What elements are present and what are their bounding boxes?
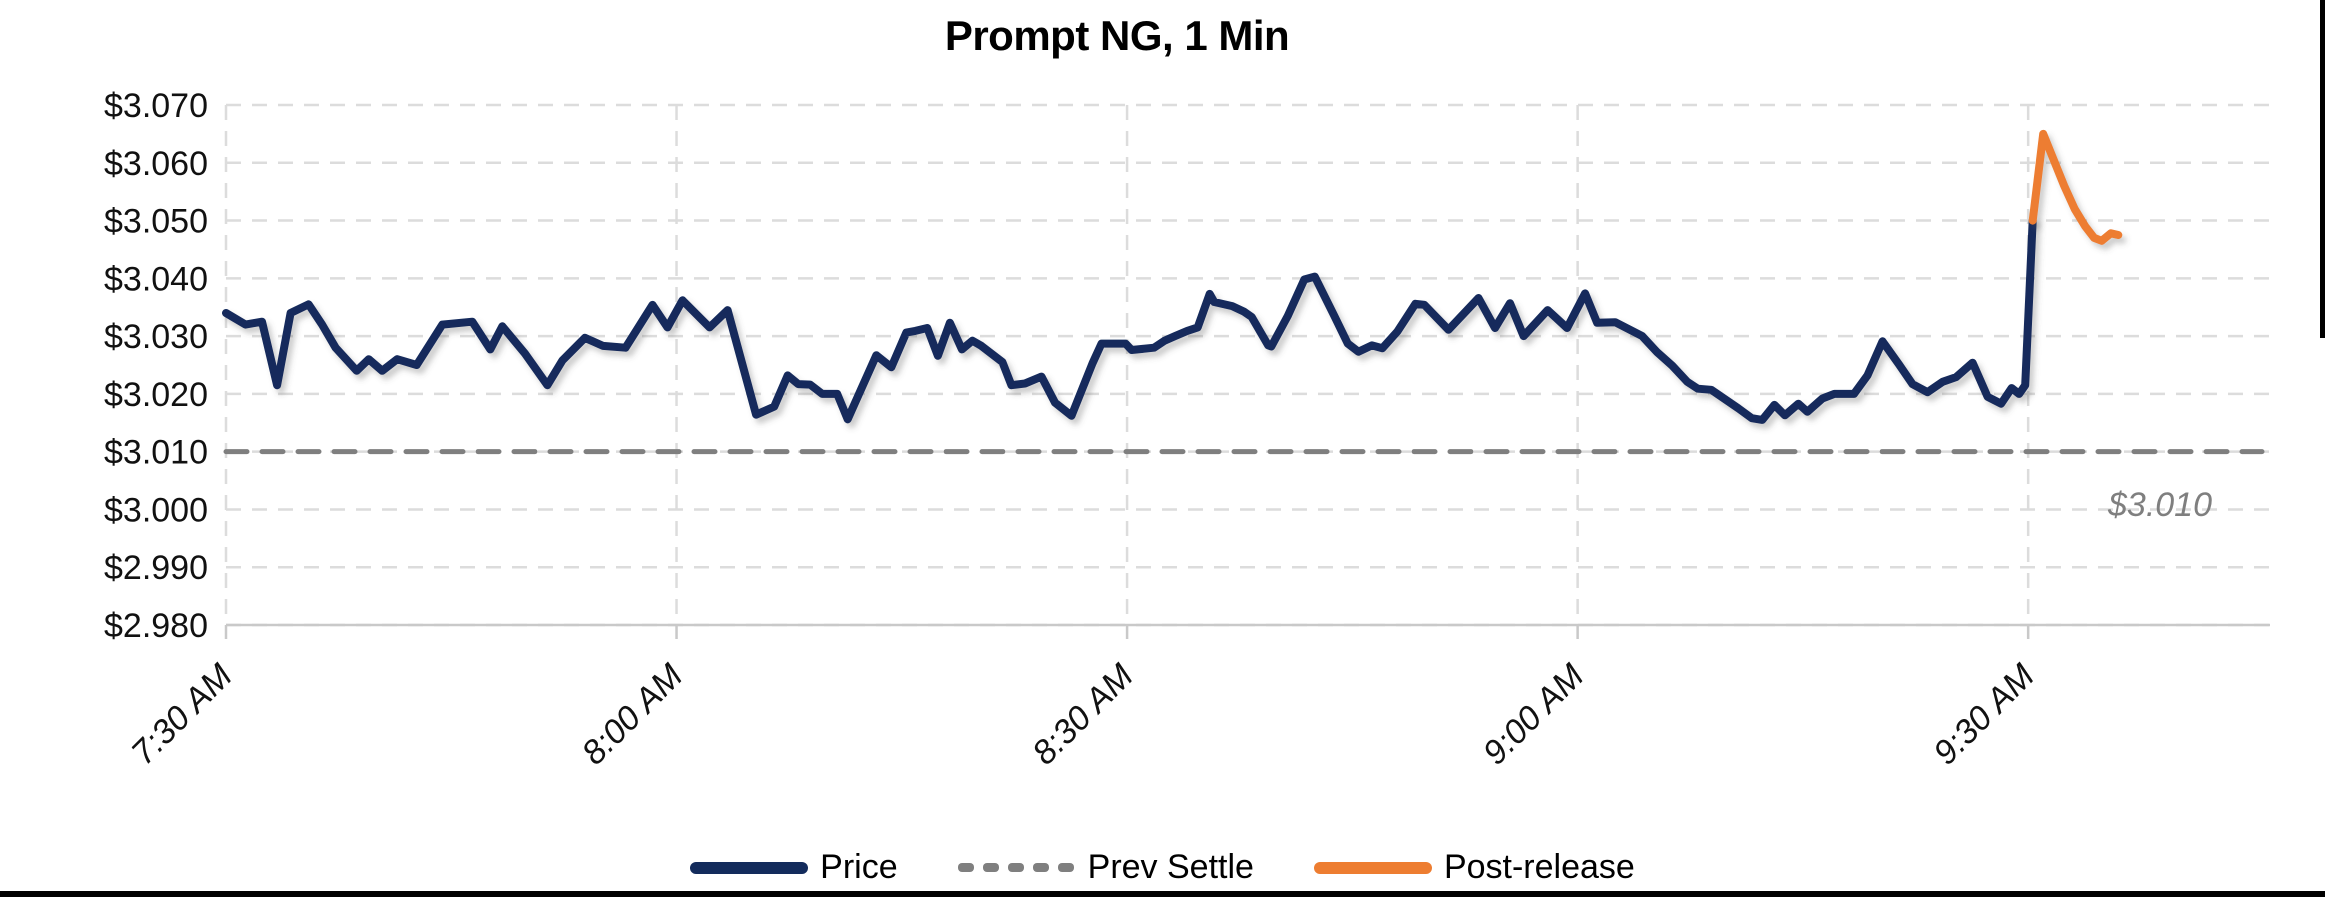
prev-settle-dashes-swatch-icon (957, 863, 1076, 872)
legend: Price Prev Settle Post-release (0, 848, 2325, 887)
prev-settle-annotation: $3.010 (2108, 486, 2212, 524)
post-release-line (2028, 129, 2123, 245)
price-line (222, 216, 2037, 424)
legend-item-prev-settle: Prev Settle (957, 848, 1254, 887)
y-axis-label: $3.040 (104, 260, 208, 298)
x-axis-label: 7:30 AM (124, 656, 240, 772)
legend-label-price: Price (820, 848, 898, 886)
x-axis-label: 8:30 AM (1025, 656, 1141, 772)
y-axis-label: $3.030 (104, 318, 208, 356)
x-axis (224, 623, 2270, 639)
y-axis-label: $3.000 (104, 491, 208, 529)
y-axis-label: $3.050 (104, 203, 208, 241)
legend-item-price: Price (690, 848, 898, 887)
window-right-border (2320, 0, 2325, 338)
x-axis-label: 9:00 AM (1476, 656, 1592, 772)
y-axis-labels: $3.070 $3.060 $3.050 $3.040 $3.030 $3.020 $3.0… (104, 87, 208, 645)
post-release-line-swatch-icon (1313, 861, 1432, 874)
vertical-gridlines (224, 105, 2030, 625)
y-axis-label: $3.070 (104, 87, 208, 125)
x-axis-label: 8:00 AM (575, 656, 691, 772)
price-line-swatch-icon (690, 861, 809, 874)
legend-label-post-release: Post-release (1443, 848, 1635, 886)
y-axis-label: $3.010 (104, 434, 208, 472)
series-lines (222, 129, 2265, 455)
legend-item-post-release: Post-release (1313, 848, 1635, 887)
x-axis-labels: 7:30 AM 8:00 AM 8:30 AM 9:00 AM 9:30 AM (124, 656, 2042, 772)
y-axis-label: $3.060 (104, 145, 208, 183)
y-axis-label: $2.980 (104, 607, 208, 645)
y-axis-label: $3.020 (104, 376, 208, 414)
legend-label-prev-settle: Prev Settle (1087, 848, 1254, 886)
x-axis-label: 9:30 AM (1926, 656, 2042, 772)
chart-title: Prompt NG, 1 Min (944, 12, 1290, 59)
y-axis-label: $2.990 (104, 549, 208, 587)
window-bottom-border (0, 891, 2325, 897)
